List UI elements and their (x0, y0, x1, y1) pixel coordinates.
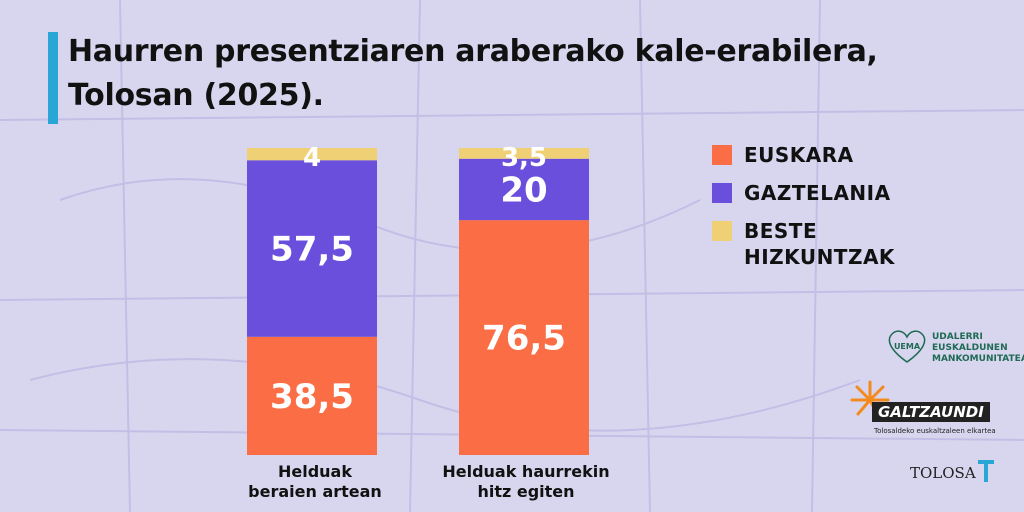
uema-logo: UEMA UDALERRI EUSKALDUNEN MANKOMUNITATEA (884, 326, 1024, 370)
legend-label-euskara: EUSKARA (744, 143, 854, 167)
category-label-1-line2: hitz egiten (477, 482, 575, 501)
uema-logo-text: UDALERRI EUSKALDUNEN MANKOMUNITATEA (932, 332, 1024, 364)
legend-swatch-euskara (712, 145, 732, 165)
galtzaundi-wordmark: GALTZAUNDI (872, 402, 990, 422)
chart-legend: EUSKARA GAZTELANIA BESTE HIZKUNTZAK (712, 142, 944, 282)
sunburst-icon (850, 380, 890, 418)
legend-item-euskara: EUSKARA (712, 142, 944, 168)
data-label-euskara-1: 76,5 (482, 319, 566, 359)
legend-label-gaztelania: GAZTELANIA (744, 181, 891, 205)
legend-item-beste: BESTE HIZKUNTZAK (712, 218, 944, 270)
legend-swatch-beste (712, 221, 732, 241)
uema-heart-icon: UEMA (888, 330, 926, 363)
bar-euskara-1 (459, 220, 589, 455)
bar-beste-0 (247, 148, 377, 161)
category-label-1-line1: Helduak haurrekin (442, 462, 610, 481)
data-label-euskara-0: 38,5 (270, 377, 354, 417)
bar-gaztelania-0 (247, 160, 377, 337)
galtzaundi-subtitle: Tolosaldeko euskaltzaleen elkartea (874, 427, 996, 435)
data-label-gaztelania-0: 57,5 (270, 230, 354, 270)
tolosa-logo: TOLOSA (910, 456, 1000, 486)
page-title: Haurren presentziaren araberako kale-era… (68, 34, 878, 113)
legend-item-gaztelania: GAZTELANIA (712, 180, 944, 206)
title-accent-bar (48, 32, 58, 124)
category-label-0: Helduak beraien artean (205, 462, 425, 502)
category-label-0-line2: beraien artean (248, 482, 382, 501)
category-label-0-line1: Helduak (277, 462, 352, 481)
data-label-beste-1: 3,5 (501, 143, 547, 173)
legend-label-beste: BESTE HIZKUNTZAK (744, 219, 895, 269)
bar-euskara-0 (247, 336, 377, 455)
uema-mark-text: UEMA (894, 342, 921, 351)
data-label-beste-0: 4 (303, 143, 321, 173)
bar-gaztelania-1 (459, 158, 589, 221)
legend-swatch-gaztelania (712, 183, 732, 203)
tolosa-emblem-icon (978, 460, 994, 482)
tolosa-wordmark: TOLOSA (910, 464, 976, 482)
galtzaundi-logo: GALTZAUNDI Tolosaldeko euskaltzaleen elk… (850, 380, 1010, 440)
category-label-1: Helduak haurrekin hitz egiten (416, 462, 636, 502)
bar-beste-1 (459, 148, 589, 159)
data-label-gaztelania-1: 20 (500, 170, 547, 210)
